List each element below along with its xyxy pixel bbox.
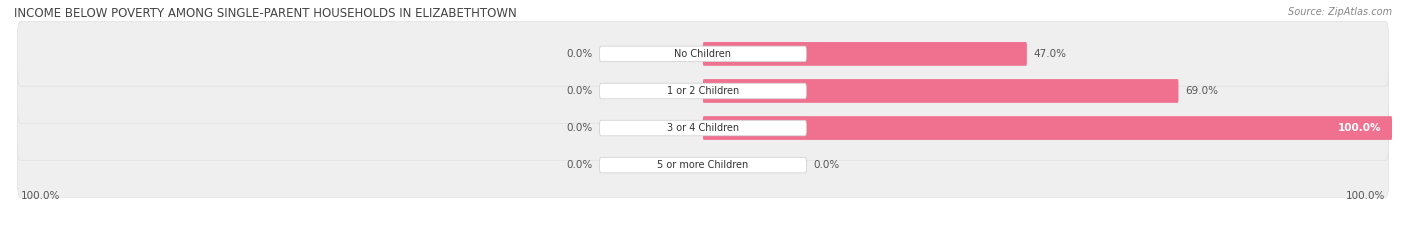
- Text: 3 or 4 Children: 3 or 4 Children: [666, 123, 740, 133]
- FancyBboxPatch shape: [17, 96, 1389, 160]
- Text: 0.0%: 0.0%: [567, 86, 593, 96]
- Text: 0.0%: 0.0%: [567, 160, 593, 170]
- FancyBboxPatch shape: [703, 42, 1026, 66]
- FancyBboxPatch shape: [599, 120, 807, 136]
- Text: 0.0%: 0.0%: [813, 160, 839, 170]
- Text: 47.0%: 47.0%: [1033, 49, 1067, 59]
- Text: 100.0%: 100.0%: [1346, 191, 1385, 201]
- Text: 100.0%: 100.0%: [21, 191, 60, 201]
- Text: 100.0%: 100.0%: [1339, 123, 1382, 133]
- FancyBboxPatch shape: [17, 59, 1389, 123]
- FancyBboxPatch shape: [599, 157, 807, 173]
- FancyBboxPatch shape: [599, 46, 807, 62]
- Text: 69.0%: 69.0%: [1185, 86, 1218, 96]
- Text: 1 or 2 Children: 1 or 2 Children: [666, 86, 740, 96]
- FancyBboxPatch shape: [17, 22, 1389, 86]
- FancyBboxPatch shape: [703, 79, 1178, 103]
- Text: 5 or more Children: 5 or more Children: [658, 160, 748, 170]
- Text: No Children: No Children: [675, 49, 731, 59]
- FancyBboxPatch shape: [17, 133, 1389, 197]
- FancyBboxPatch shape: [703, 116, 1392, 140]
- Text: 0.0%: 0.0%: [567, 49, 593, 59]
- Text: Source: ZipAtlas.com: Source: ZipAtlas.com: [1288, 7, 1392, 17]
- Text: 0.0%: 0.0%: [567, 123, 593, 133]
- FancyBboxPatch shape: [599, 83, 807, 99]
- Text: INCOME BELOW POVERTY AMONG SINGLE-PARENT HOUSEHOLDS IN ELIZABETHTOWN: INCOME BELOW POVERTY AMONG SINGLE-PARENT…: [14, 7, 517, 20]
